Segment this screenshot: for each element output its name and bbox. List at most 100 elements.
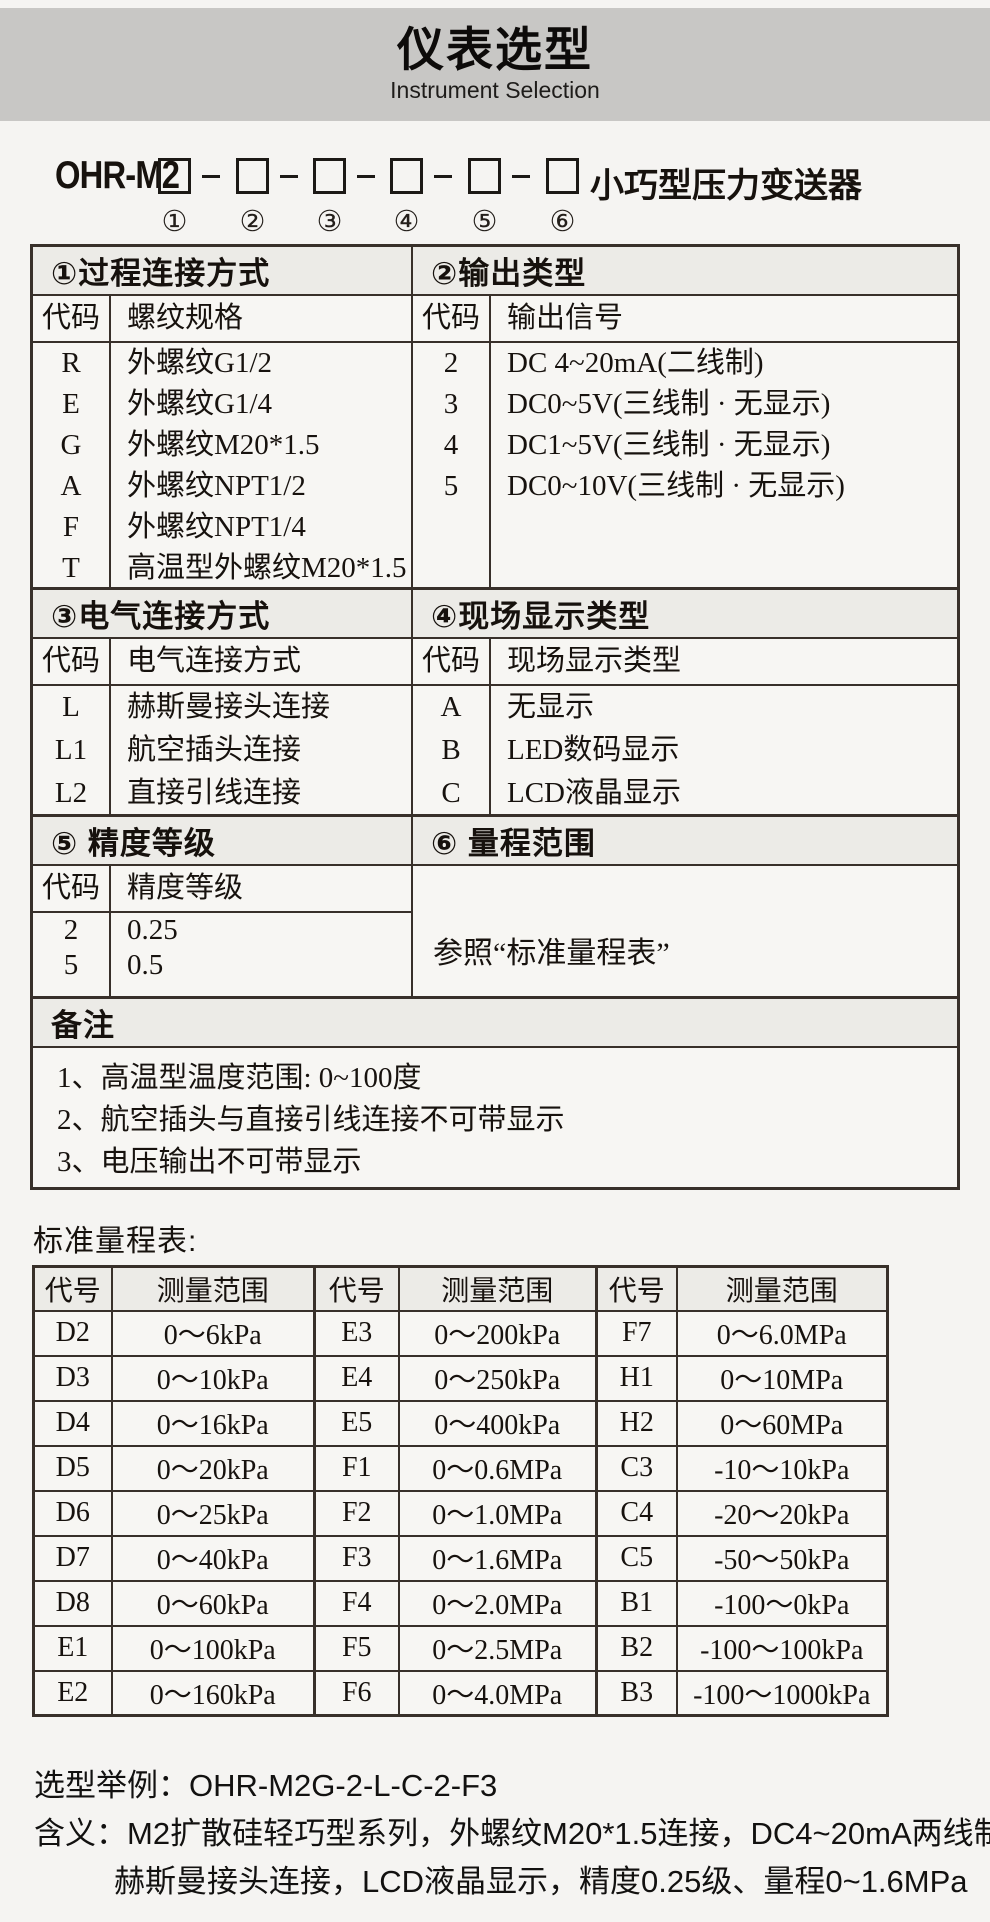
- range-value: 0～6kPa: [110, 1309, 316, 1357]
- table-row: D6 0～25kPa F2 0～1.0MPa C4 -20～20kPa: [32, 1489, 889, 1537]
- column-header: 测量范围: [110, 1265, 316, 1312]
- section-process-connection: ①过程连接方式 代码 R E G A F T 螺纹规格 外螺纹G1/2 外螺纹G…: [33, 247, 413, 589]
- range-code: H1: [595, 1354, 678, 1402]
- code-value: L1: [54, 734, 88, 766]
- range-reference-note: 参照“标准量程表”: [433, 937, 670, 970]
- column-header: 代号: [313, 1265, 400, 1312]
- code-value: C: [441, 777, 461, 809]
- position-marker-6: ⑥: [549, 206, 576, 238]
- range-code: F4: [313, 1579, 400, 1627]
- model-code-box-3: [313, 158, 346, 194]
- range-code: B2: [595, 1624, 678, 1672]
- column-header: 代码: [33, 639, 109, 686]
- column-header: 电气连接方式: [111, 639, 411, 686]
- model-code-box-5: [468, 158, 501, 194]
- position-marker-3: ③: [316, 206, 343, 238]
- range-code: E1: [32, 1624, 113, 1672]
- range-value: -100～0kPa: [675, 1579, 889, 1627]
- range-value: 0～2.0MPa: [397, 1579, 598, 1627]
- desc-column: 精度等级 0.25 0.5: [111, 866, 411, 996]
- section-row-1-2: ①过程连接方式 代码 R E G A F T 螺纹规格 外螺纹G1/2 外螺纹G…: [33, 247, 957, 590]
- remark-item: 2、航空插头与直接引线连接不可带显示: [57, 1104, 565, 1136]
- section-remarks: 备注 1、高温型温度范围: 0~100度 2、航空插头与直接引线连接不可带显示 …: [33, 999, 957, 1178]
- range-value: 0～1.0MPa: [397, 1489, 598, 1537]
- desc-value: DC0~5V(三线制 · 无显示): [507, 388, 831, 420]
- example-line-1: 选型举例：OHR-M2G-2-L-C-2-F3: [34, 1762, 974, 1810]
- range-value: -10～10kPa: [675, 1444, 889, 1492]
- section-title: ⑤ 精度等级: [33, 817, 411, 866]
- range-value: 0～0.6MPa: [397, 1444, 598, 1492]
- range-value: 0～16kPa: [110, 1399, 316, 1447]
- code-column: 代码 2 5: [33, 866, 111, 996]
- code-value: L2: [54, 777, 88, 809]
- range-value: 0～60kPa: [110, 1579, 316, 1627]
- column-header: 代码: [33, 296, 109, 343]
- range-code: B3: [595, 1669, 678, 1717]
- desc-value: 直接引线连接: [127, 777, 302, 809]
- section-title: ①过程连接方式: [33, 247, 411, 296]
- range-value: 0～10kPa: [110, 1354, 316, 1402]
- table-row: E1 0～100kPa F5 0～2.5MPa B2 -100～100kPa: [32, 1624, 889, 1672]
- page-subtitle: Instrument Selection: [390, 77, 600, 104]
- selection-table: ①过程连接方式 代码 R E G A F T 螺纹规格 外螺纹G1/2 外螺纹G…: [30, 244, 960, 1190]
- code-value: G: [60, 429, 82, 461]
- range-value: 0～25kPa: [110, 1489, 316, 1537]
- column-header: 螺纹规格: [111, 296, 411, 343]
- dash: [357, 175, 375, 178]
- example-line-3: 赫斯曼接头连接，LCD液晶显示，精度0.25级、量程0~1.6MPa: [114, 1864, 968, 1899]
- range-code: B1: [595, 1579, 678, 1627]
- range-code: D8: [32, 1579, 113, 1627]
- code-value: A: [440, 691, 462, 723]
- section-output-type: ②输出类型 代码 2 3 4 5 输出信号 DC 4~20mA(二线制) DC0…: [413, 247, 957, 589]
- example-line-2: 含义：M2扩散硅轻巧型系列，外螺纹M20*1.5连接，DC4~20mA两线制输出…: [34, 1816, 990, 1851]
- desc-column: 输出信号 DC 4~20mA(二线制) DC0~5V(三线制 · 无显示) DC…: [491, 296, 957, 589]
- model-code-box-2: [236, 158, 269, 194]
- column-header: 精度等级: [111, 866, 411, 913]
- code-value: L: [62, 691, 80, 723]
- column-header: 代码: [413, 296, 489, 343]
- range-code: D5: [32, 1444, 113, 1492]
- table-row: D5 0～20kPa F1 0～0.6MPa C3 -10～10kPa: [32, 1444, 889, 1492]
- code-column: 代码 R E G A F T: [33, 296, 111, 589]
- section-title: ③电气连接方式: [33, 590, 411, 639]
- code-value: 2: [443, 347, 459, 379]
- range-code: F2: [313, 1489, 400, 1537]
- range-code: F3: [313, 1534, 400, 1582]
- position-marker-4: ④: [393, 206, 420, 238]
- range-value: 0～40kPa: [110, 1534, 316, 1582]
- range-table-caption: 标准量程表:: [33, 1225, 198, 1258]
- desc-value: LCD液晶显示: [507, 777, 682, 809]
- desc-value: 0.25: [127, 914, 178, 946]
- range-value: 0～20kPa: [110, 1444, 316, 1492]
- desc-value: 外螺纹NPT1/2: [127, 470, 306, 502]
- desc-value: 无显示: [507, 691, 595, 723]
- range-value: 0～2.5MPa: [397, 1624, 598, 1672]
- range-code: F6: [313, 1669, 400, 1717]
- code-value: 2: [63, 914, 79, 946]
- dash: [202, 175, 220, 178]
- code-value: 3: [443, 388, 459, 420]
- range-code: C4: [595, 1489, 678, 1537]
- desc-column: 现场显示类型 无显示 LED数码显示 LCD液晶显示: [491, 639, 957, 815]
- column-header: 测量范围: [397, 1265, 598, 1312]
- header-band: 仪表选型 Instrument Selection: [0, 8, 990, 121]
- section-row-3-4: ③电气连接方式 代码 L L1 L2 电气连接方式 赫斯曼接头连接 航空插头连接…: [33, 590, 957, 817]
- range-code: E4: [313, 1354, 400, 1402]
- desc-value: 外螺纹G1/2: [127, 347, 273, 379]
- code-value: F: [62, 511, 80, 543]
- range-value: -50～50kPa: [675, 1534, 889, 1582]
- remarks-title: 备注: [33, 999, 957, 1048]
- desc-value: 高温型外螺纹M20*1.5: [127, 552, 407, 584]
- section-row-5-6: ⑤ 精度等级 代码 2 5 精度等级 0.25 0.5 ⑥ 量程范围 参照“标准…: [33, 817, 957, 999]
- desc-value: 外螺纹G1/4: [127, 388, 273, 420]
- desc-value: 外螺纹M20*1.5: [127, 429, 320, 461]
- desc-value: DC1~5V(三线制 · 无显示): [507, 429, 831, 461]
- range-code: C3: [595, 1444, 678, 1492]
- range-code: F1: [313, 1444, 400, 1492]
- range-code: E5: [313, 1399, 400, 1447]
- range-value: -100～100kPa: [675, 1624, 889, 1672]
- section-title: ②输出类型: [413, 247, 957, 296]
- section-accuracy-class: ⑤ 精度等级 代码 2 5 精度等级 0.25 0.5: [33, 817, 413, 996]
- code-value: 4: [443, 429, 459, 461]
- dash: [280, 175, 298, 178]
